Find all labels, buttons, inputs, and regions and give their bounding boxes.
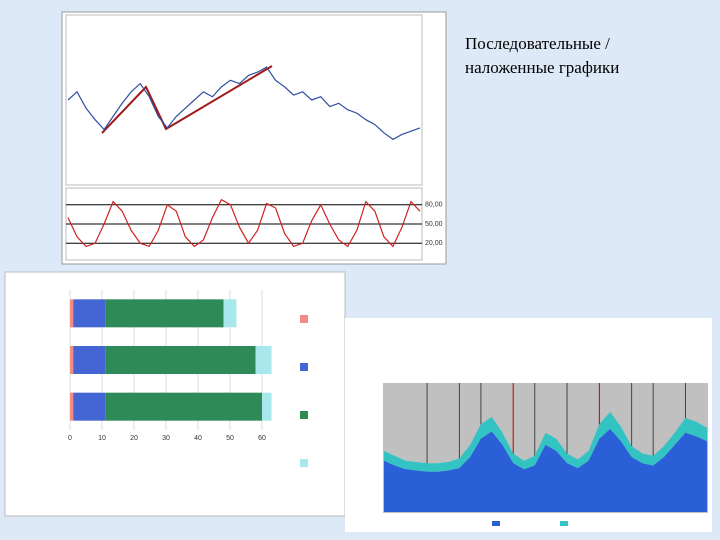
- data-line: [67, 66, 421, 141]
- y-tick-label: 50,00: [425, 221, 443, 228]
- data-line: [67, 198, 421, 248]
- legend-swatch: [300, 363, 308, 371]
- y-tick-label: 20,00: [425, 240, 443, 247]
- legend-swatch: [492, 521, 500, 526]
- x-tick-label: 50: [226, 435, 234, 442]
- bar-segment: [73, 346, 106, 374]
- x-tick-label: 0: [68, 435, 72, 442]
- chart-frame: [61, 11, 447, 265]
- bar-segment: [262, 392, 272, 421]
- legend-swatch: [560, 521, 568, 526]
- title-line: наложенные графики: [465, 58, 620, 77]
- bar-segment: [223, 299, 237, 328]
- bar-segment: [105, 346, 256, 374]
- x-tick-label: 60: [258, 435, 266, 442]
- trend-lines: [101, 65, 273, 134]
- bar-segment: [255, 346, 272, 374]
- legend-swatch: [300, 315, 308, 323]
- bar-segment: [70, 299, 74, 328]
- bar-segment: [70, 346, 74, 374]
- bar-segment: [73, 299, 106, 328]
- bar-segment: [105, 299, 224, 328]
- x-tick-label: 20: [130, 435, 138, 442]
- bar-segment: [105, 392, 262, 421]
- bar-segment: [70, 392, 74, 421]
- legend-swatch: [300, 459, 308, 467]
- y-tick-label: 80,00: [425, 202, 443, 209]
- plot-frame: [65, 14, 423, 186]
- area: [384, 411, 707, 472]
- legend-swatch: [300, 411, 308, 419]
- x-tick-label: 10: [98, 435, 106, 442]
- bar-segment: [73, 392, 106, 421]
- title-line: Последовательные /: [465, 34, 610, 53]
- x-tick-label: 30: [162, 435, 170, 442]
- x-tick-label: 40: [194, 435, 202, 442]
- slide-title: Последовательные / наложенные графики: [465, 32, 619, 80]
- trend-line: [101, 65, 273, 134]
- area: [384, 429, 707, 512]
